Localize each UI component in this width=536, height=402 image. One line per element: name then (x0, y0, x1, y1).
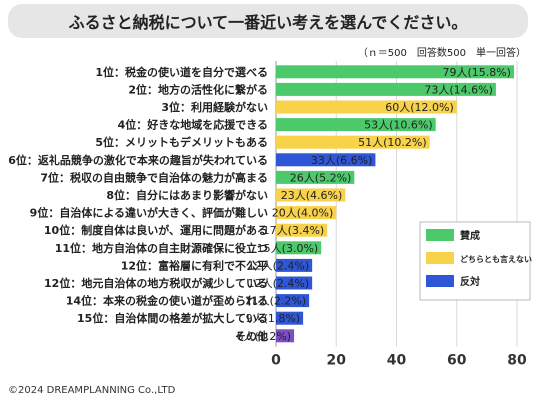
category-label: 4位：好きな地域を応援できる (118, 118, 268, 132)
x-tick-label: 0 (271, 353, 281, 369)
data-label: 11人(2.2%) (245, 295, 307, 308)
data-label: 20人(4.0%) (272, 207, 334, 220)
bar (276, 223, 328, 237)
data-label: 51人(10.2%) (358, 136, 427, 149)
copyright-text: ©2024 DREAMPLANNING Co.,LTD (8, 385, 176, 396)
category-label: 10位：制度自体は良いが、運用に問題がある (44, 223, 268, 237)
bar (276, 276, 313, 290)
bar (276, 82, 496, 96)
category-label: 3位：利用経験がない (161, 100, 268, 114)
bar (276, 329, 295, 343)
x-tick-label: 40 (387, 353, 407, 369)
category-label: 6位：返礼品競争の激化で本来の趣旨が失われている (8, 153, 268, 167)
data-label: 9人(1.8%) (246, 312, 301, 325)
data-label: 6人(1.2%) (237, 330, 292, 343)
category-label: 9位：自治体による違いが大きく、評価が難しい (30, 206, 268, 220)
x-tick-label: 60 (447, 353, 467, 369)
bar (276, 153, 376, 167)
legend-swatch (426, 275, 454, 287)
data-label: 12人(2.4%) (248, 259, 310, 272)
category-label: 1位：税金の使い道を自分で選べる (95, 65, 268, 79)
data-label: 53人(10.6%) (364, 119, 433, 132)
data-label: 33人(6.6%) (311, 154, 373, 167)
bar (276, 100, 457, 114)
bar (276, 294, 310, 308)
bar (276, 118, 436, 132)
bar (276, 188, 346, 202)
category-label: 15位：自治体間の格差が拡大している (77, 311, 268, 325)
bar (276, 258, 313, 272)
data-label: 73人(14.6%) (424, 83, 493, 96)
data-label: 79人(15.8%) (442, 66, 511, 79)
legend-label: 賛成 (460, 229, 480, 242)
category-label: 12位：地元自治体の地方税収が減少している (44, 276, 268, 290)
bar (276, 206, 337, 220)
bar (276, 135, 430, 149)
bar (276, 65, 514, 79)
category-label: 14位：本来の税金の使い道が歪められる (66, 294, 268, 308)
category-label: 7位：税収の自由競争で自治体の魅力が高まる (40, 170, 268, 184)
category-label: 2位：地方の活性化に繋がる (128, 82, 268, 96)
x-tick-label: 80 (507, 353, 527, 369)
legend-swatch (426, 252, 454, 264)
category-label: 11位：地方自治体の自主財源確保に役立つ (55, 241, 268, 255)
category-label: 12位：富裕層に有利で不公平 (121, 258, 268, 272)
legend-label: どちらとも言えない (460, 254, 532, 264)
data-label: 26人(5.2%) (290, 171, 352, 184)
title-bar: ふるさと納税について一番近い考えを選んでください。 (8, 4, 528, 38)
data-label: 15人(3.0%) (257, 242, 319, 255)
bar (276, 311, 304, 325)
data-label: 12人(2.4%) (248, 277, 310, 290)
x-tick-label: 20 (327, 353, 347, 369)
sample-note: （ｎ＝500 回答数500 単一回答） (357, 48, 526, 59)
data-label: 23人(4.6%) (281, 189, 343, 202)
page-title: ふるさと納税について一番近い考えを選んでください。 (68, 13, 468, 32)
bar (276, 170, 355, 184)
legend-label: 反対 (460, 275, 480, 288)
category-label: 5位：メリットもデメリットもある (95, 135, 268, 149)
data-label: 17人(3.4%) (263, 224, 325, 237)
bar (276, 241, 322, 255)
legend-swatch (426, 229, 454, 241)
category-label: その他 (235, 329, 268, 343)
data-label: 60人(12.0%) (385, 101, 454, 114)
category-label: 8位：自分にはあまり影響がない (106, 188, 268, 202)
